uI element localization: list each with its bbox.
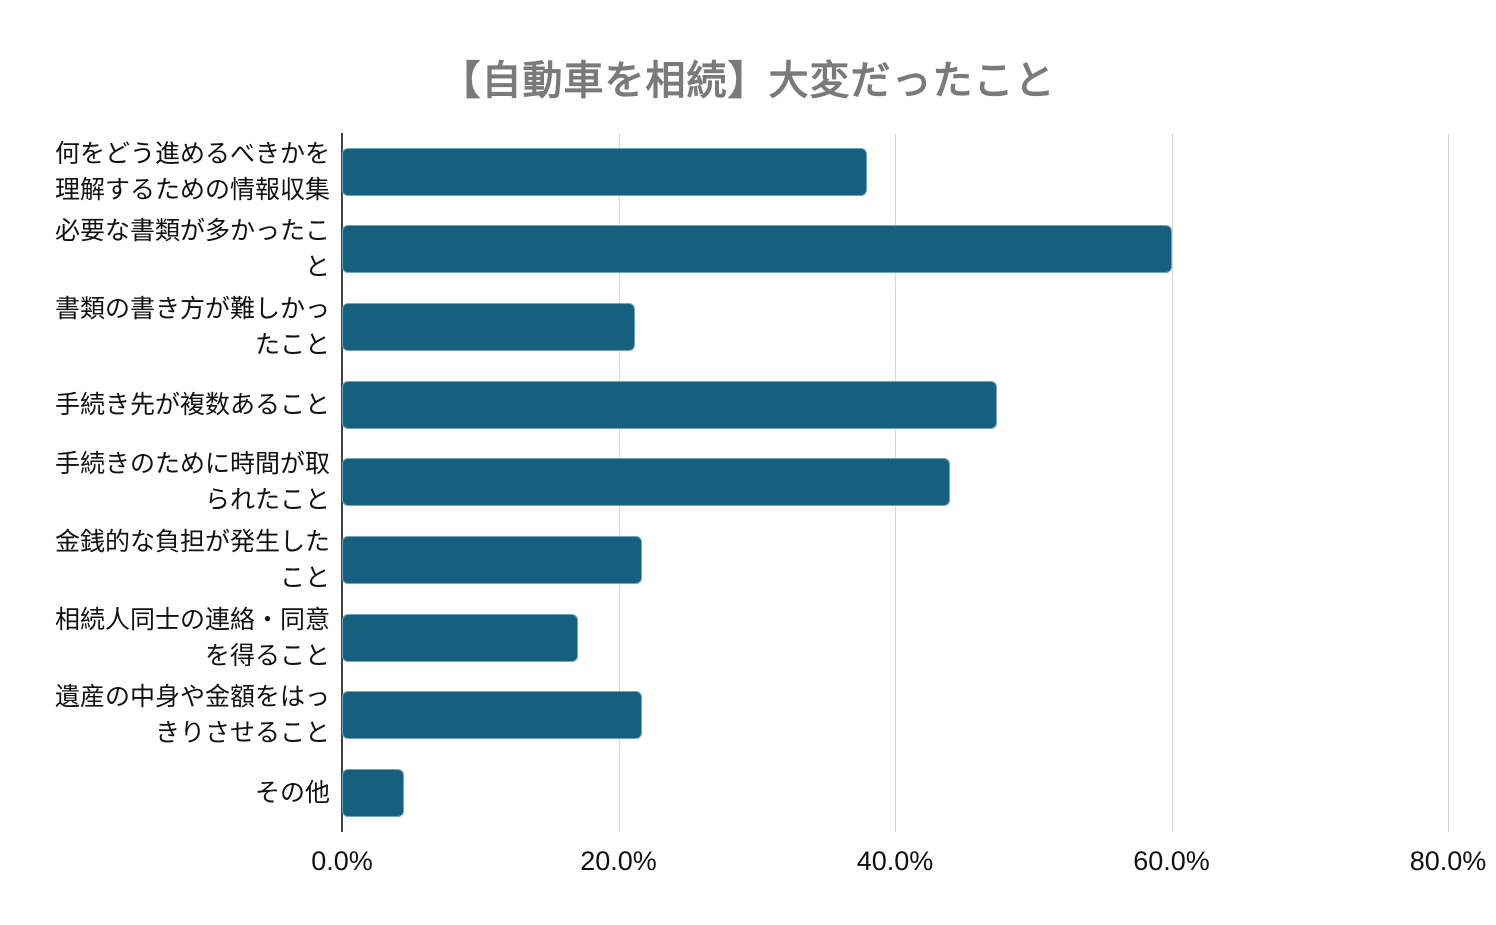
bar-row (342, 288, 1448, 366)
bar-row (342, 133, 1448, 211)
bar-row (342, 754, 1448, 832)
bar-row (342, 211, 1448, 289)
x-axis: 0.0% 20.0% 40.0% 60.0% 80.0% (311, 846, 1486, 886)
bar-1 (342, 147, 868, 196)
bar-7 (342, 613, 579, 662)
bar-6 (342, 536, 642, 585)
category-label: 手続きのために時間が取られたこと (54, 450, 330, 515)
x-tick-label: 60.0% (1133, 846, 1210, 876)
gridline-80 (1448, 133, 1449, 832)
category-axis: 何をどう進めるべきかを理解するための情報収集 必要な書類が多かったこと 書類の書き方… (32, 133, 330, 832)
category-label: 金銭的な負担が発生したこと (54, 528, 330, 593)
category-label: 遺産の中身や金額をはっきりさせること (54, 683, 330, 748)
category-label: その他 (254, 779, 330, 808)
bar-3 (342, 303, 636, 352)
category-label: 何をどう進めるべきかを理解するための情報収集 (54, 139, 330, 204)
category-label: 手続き先が複数あること (54, 390, 330, 419)
x-tick-label: 40.0% (856, 846, 934, 876)
category-label: 必要な書類が多かったこと (54, 217, 330, 282)
bar-row (342, 444, 1448, 522)
bar-4 (342, 380, 998, 429)
x-tick-label: 80.0% (1409, 846, 1487, 876)
bar-row (342, 677, 1448, 755)
bar-9 (342, 769, 405, 818)
chart-title: 【自動車を相続】大変だったこと (440, 59, 1056, 103)
bar-8 (342, 691, 642, 740)
x-tick-label: 0.0% (311, 846, 373, 876)
category-label: 書類の書き方が難しかったこと (54, 295, 330, 360)
bar-row (342, 521, 1448, 599)
bar-row (342, 366, 1448, 444)
x-tick-label: 20.0% (580, 846, 657, 876)
bar-5 (342, 458, 951, 507)
bar-2 (342, 225, 1172, 274)
bar-row (342, 599, 1448, 677)
gridline-60 (1171, 133, 1173, 832)
category-label: 相続人同士の連絡・同意を得ること (54, 605, 330, 670)
plot-area (341, 133, 1449, 832)
